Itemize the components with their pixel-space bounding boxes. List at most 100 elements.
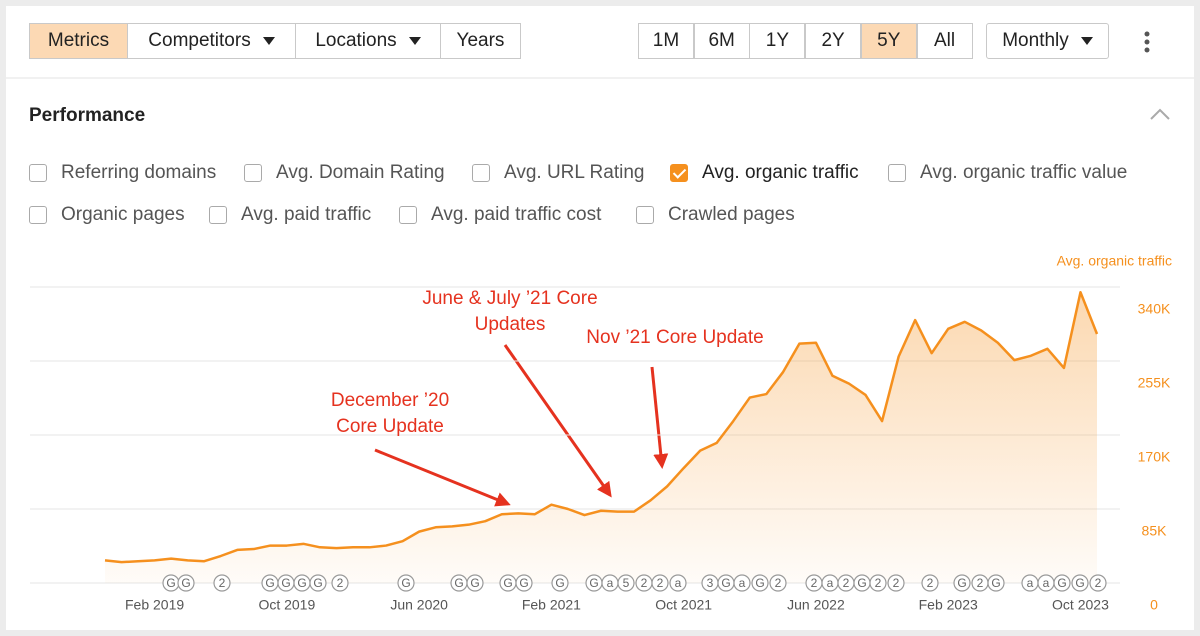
- checkbox-box: [244, 164, 262, 182]
- kebab-dot[interactable]: [1144, 47, 1150, 53]
- marker-label: G: [454, 576, 463, 590]
- y-axis-label: Avg. organic traffic: [1057, 253, 1172, 269]
- x-tick-label: Feb 2023: [919, 597, 978, 613]
- marker-label: 5: [623, 576, 630, 590]
- checkbox[interactable]: Avg. paid traffic: [209, 204, 371, 226]
- event-marker[interactable]: 2: [921, 574, 939, 592]
- event-marker[interactable]: G: [1071, 574, 1089, 592]
- event-marker[interactable]: 3: [701, 574, 719, 592]
- event-marker[interactable]: G: [987, 574, 1005, 592]
- event-marker[interactable]: 2: [971, 574, 989, 592]
- event-marker[interactable]: G: [397, 574, 415, 592]
- event-marker[interactable]: G: [853, 574, 871, 592]
- event-marker[interactable]: G: [309, 574, 327, 592]
- marker-label: G: [181, 576, 190, 590]
- marker-circle: [887, 574, 905, 592]
- event-marker[interactable]: G: [293, 574, 311, 592]
- event-marker[interactable]: G: [515, 574, 533, 592]
- kebab-dot[interactable]: [1144, 39, 1150, 45]
- interval-dropdown[interactable]: Monthly: [986, 23, 1109, 59]
- marker-label: G: [957, 576, 966, 590]
- checkbox[interactable]: Avg. URL Rating: [472, 162, 644, 184]
- tab-button[interactable]: Metrics: [29, 23, 128, 59]
- marker-circle: [309, 574, 327, 592]
- marker-label: 2: [641, 576, 648, 590]
- event-marker[interactable]: a: [1021, 574, 1039, 592]
- annotation: Core Update: [336, 416, 444, 437]
- event-marker[interactable]: 2: [869, 574, 887, 592]
- checkbox[interactable]: Avg. organic traffic: [670, 162, 859, 184]
- marker-label: G: [857, 576, 866, 590]
- area-fill: [105, 292, 1097, 583]
- marker-label: G: [470, 576, 479, 590]
- checkbox[interactable]: Avg. paid traffic cost: [399, 204, 601, 226]
- event-marker[interactable]: 2: [213, 574, 231, 592]
- y-tick-label: 170K: [1138, 449, 1171, 465]
- annotation: June & July ’21 Core: [422, 288, 597, 309]
- event-marker[interactable]: 2: [1089, 574, 1107, 592]
- event-marker[interactable]: 2: [635, 574, 653, 592]
- range-label: 2Y: [821, 30, 845, 51]
- marker-label: a: [739, 576, 746, 590]
- marker-circle: [669, 574, 687, 592]
- event-marker[interactable]: 2: [805, 574, 823, 592]
- checkbox[interactable]: Referring domains: [29, 162, 216, 184]
- tab-button[interactable]: Locations: [295, 23, 441, 59]
- event-marker[interactable]: 5: [617, 574, 635, 592]
- collapse-chevron[interactable]: [1150, 108, 1170, 120]
- range-button[interactable]: 1M: [638, 23, 694, 59]
- range-button[interactable]: 2Y: [805, 23, 862, 59]
- checkbox[interactable]: Crawled pages: [636, 204, 795, 226]
- event-marker[interactable]: G: [585, 574, 603, 592]
- event-marker[interactable]: G: [751, 574, 769, 592]
- event-marker[interactable]: a: [1037, 574, 1055, 592]
- kebab-dot[interactable]: [1144, 31, 1150, 37]
- event-marker[interactable]: G: [277, 574, 295, 592]
- range-button[interactable]: 5Y: [860, 23, 917, 59]
- event-marker[interactable]: G: [499, 574, 517, 592]
- event-marker[interactable]: G: [717, 574, 735, 592]
- line: [104, 290, 1099, 564]
- event-marker[interactable]: G: [466, 574, 484, 592]
- checkbox[interactable]: Organic pages: [29, 204, 185, 226]
- event-marker[interactable]: a: [601, 574, 619, 592]
- event-marker[interactable]: G: [261, 574, 279, 592]
- event-marker[interactable]: a: [669, 574, 687, 592]
- event-marker[interactable]: a: [821, 574, 839, 592]
- marker-circle: [953, 574, 971, 592]
- checkbox[interactable]: Avg. Domain Rating: [244, 162, 445, 184]
- marker-circle: [921, 574, 939, 592]
- event-marker[interactable]: G: [953, 574, 971, 592]
- event-marker[interactable]: G: [1053, 574, 1071, 592]
- range-label: All: [933, 30, 956, 51]
- marker-label: a: [827, 576, 834, 590]
- marker-circle: [869, 574, 887, 592]
- checkbox-label: Avg. Domain Rating: [276, 162, 445, 183]
- event-marker[interactable]: 2: [837, 574, 855, 592]
- event-marker[interactable]: a: [733, 574, 751, 592]
- event-marker[interactable]: G: [162, 574, 180, 592]
- event-marker[interactable]: 2: [651, 574, 669, 592]
- event-marker[interactable]: 2: [887, 574, 905, 592]
- event-marker[interactable]: G: [551, 574, 569, 592]
- range-label: 1M: [652, 30, 680, 51]
- range-button[interactable]: 6M: [693, 23, 750, 59]
- checkbox-label: Crawled pages: [668, 204, 795, 225]
- event-marker[interactable]: 2: [331, 574, 349, 592]
- tab-label: Years: [456, 30, 505, 51]
- event-marker[interactable]: G: [450, 574, 468, 592]
- x-tick-label: Oct 2021: [655, 597, 712, 613]
- checkbox-label: Referring domains: [61, 162, 217, 183]
- range-button[interactable]: All: [916, 23, 973, 59]
- marker-label: 2: [977, 576, 984, 590]
- event-marker[interactable]: G: [177, 574, 195, 592]
- tab-button[interactable]: Years: [440, 23, 521, 59]
- dropdown-arrow: [1080, 37, 1093, 45]
- event-marker[interactable]: 2: [769, 574, 787, 592]
- marker-circle: [466, 574, 484, 592]
- annotation-arrow: [374, 448, 511, 507]
- checkbox[interactable]: Avg. organic traffic value: [888, 162, 1127, 184]
- range-button[interactable]: 1Y: [749, 23, 806, 59]
- marker-label: G: [589, 576, 598, 590]
